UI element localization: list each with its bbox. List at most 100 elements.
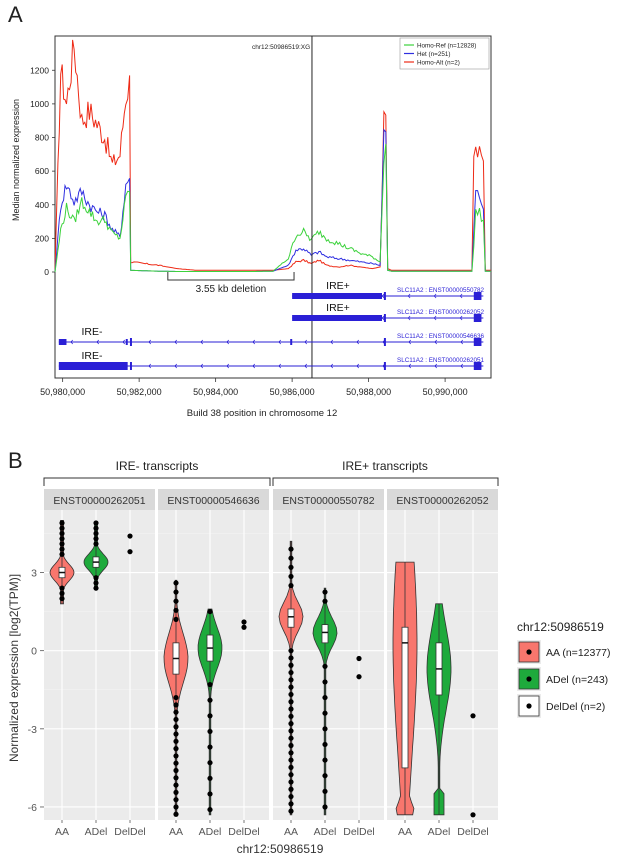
panel-b-y-label: Normalized expression [log2(TPM)] <box>7 574 21 762</box>
strand-arrow <box>381 315 385 321</box>
facet-panels: ENST00000262051 AA ADel DelDel ENST000005466… <box>44 489 498 838</box>
exon-block <box>383 362 386 370</box>
outlier-point <box>322 589 328 595</box>
facet-panel: ENST00000262052 AA ADel DelDel <box>387 489 498 838</box>
outlier-point <box>288 713 294 719</box>
facet-title: ENST00000546636 <box>167 495 259 507</box>
strand-arrow <box>148 363 152 369</box>
outlier-point <box>173 775 179 781</box>
strand-arrow <box>459 315 463 321</box>
box <box>401 626 409 769</box>
group-bracket-ire-plus <box>272 477 499 486</box>
strand-arrow <box>407 315 411 321</box>
outlier-point <box>288 677 294 683</box>
facet-title: ENST00000262051 <box>53 495 145 507</box>
exon-block <box>473 314 482 322</box>
strand-arrow <box>70 339 74 345</box>
outlier-point <box>59 520 65 526</box>
x-tick-label: ADel <box>314 826 337 838</box>
deldel-point <box>241 619 247 625</box>
outlier-point <box>288 655 294 661</box>
exon-block <box>292 293 382 299</box>
outlier-point <box>59 530 65 537</box>
box <box>321 624 329 644</box>
outlier-point <box>93 525 99 531</box>
panel-a-y-tick-label: 1200 <box>30 65 49 75</box>
transcript-id-label: SLC11A2 : ENST00000262052 <box>397 309 485 316</box>
outlier-point <box>207 806 213 813</box>
panel-a-y-label: Median normalized expression <box>11 99 21 221</box>
outlier-point <box>173 789 179 795</box>
outlier-point <box>288 728 294 734</box>
strand-arrow <box>356 363 360 369</box>
outlier-point <box>288 648 294 654</box>
exon-block <box>473 338 482 346</box>
strand-arrow <box>381 293 385 299</box>
strand-arrow <box>330 363 334 369</box>
outlier-point <box>288 691 294 698</box>
outlier-point <box>173 767 179 774</box>
outlier-point <box>288 808 294 814</box>
outlier-point <box>322 741 328 748</box>
outlier-point <box>322 663 328 669</box>
outlier-point <box>288 793 294 800</box>
transcript-id-label: SLC11A2 : ENST00000550782 <box>397 287 485 294</box>
outlier-point <box>173 804 179 810</box>
strand-arrow <box>304 363 308 369</box>
panel-a-x-tick-label: 50,984,000 <box>193 387 238 397</box>
outlier-point <box>173 738 179 744</box>
strand-arrow <box>356 339 360 345</box>
facet-title: ENST00000550782 <box>282 495 374 507</box>
outlier-point <box>59 590 65 596</box>
outlier-point <box>59 541 65 547</box>
outlier-point <box>93 530 99 537</box>
strand-arrow <box>433 315 437 321</box>
strand-arrow <box>433 293 437 299</box>
x-tick-label: DelDel <box>343 826 375 838</box>
transcript-ire-tag: IRE- <box>82 350 104 362</box>
panel-b-y-ticks: 3 0 -3 -6 <box>28 568 44 814</box>
x-tick-label: AA <box>284 826 298 838</box>
panel-a-x-tick-label: 50,986,000 <box>270 387 315 397</box>
transcript-id-label: SLC11A2 : ENST00000262051 <box>397 357 485 364</box>
outlier-point <box>322 773 328 779</box>
transcript-ire-tag: IRE+ <box>326 280 350 292</box>
outlier-point <box>288 772 294 778</box>
outlier-point <box>173 731 179 737</box>
x-tick-label: AA <box>398 826 412 838</box>
series-line <box>54 143 491 273</box>
outlier-point <box>93 520 99 526</box>
outlier-point <box>288 757 294 763</box>
panel-a-y-ticks: 0 200 400 600 800 1000 1200 <box>30 65 55 277</box>
facet-strip <box>44 489 155 510</box>
outlier-point <box>173 616 179 623</box>
strand-arrow <box>434 363 438 369</box>
strand-arrow <box>304 339 308 345</box>
transcript-tracks: SLC11A2 : ENST00000550782 IRE+ SLC11A2 : E… <box>58 280 485 370</box>
outlier-point <box>93 575 99 581</box>
transcript-ire-tag: IRE- <box>82 326 104 338</box>
outlier-point <box>173 782 179 788</box>
strand-arrow <box>226 339 230 345</box>
strand-arrow <box>408 363 412 369</box>
deldel-point <box>470 713 476 719</box>
outlier-point <box>173 589 179 595</box>
y-tick-label: 0 <box>31 646 37 658</box>
panel-a-y-tick-label: 600 <box>35 166 49 176</box>
strand-arrow <box>174 339 178 345</box>
outlier-point <box>207 713 213 719</box>
legend-label: Homo-Alt (n=2) <box>417 60 460 67</box>
strand-arrow <box>96 339 100 345</box>
panel-a-letter: A <box>8 2 23 27</box>
panel-b-letter: B <box>8 448 23 473</box>
box <box>287 608 295 628</box>
outlier-point <box>288 555 294 561</box>
panel-a-x-label: Build 38 position in chromosome 12 <box>187 408 338 419</box>
outlier-point <box>173 746 179 752</box>
panel-a-x-tick-label: 50,990,000 <box>423 387 468 397</box>
strand-arrow <box>122 339 126 345</box>
outlier-point <box>207 744 213 750</box>
outlier-point <box>288 735 294 741</box>
legend-entry: DelDel (n=2) <box>517 694 605 718</box>
